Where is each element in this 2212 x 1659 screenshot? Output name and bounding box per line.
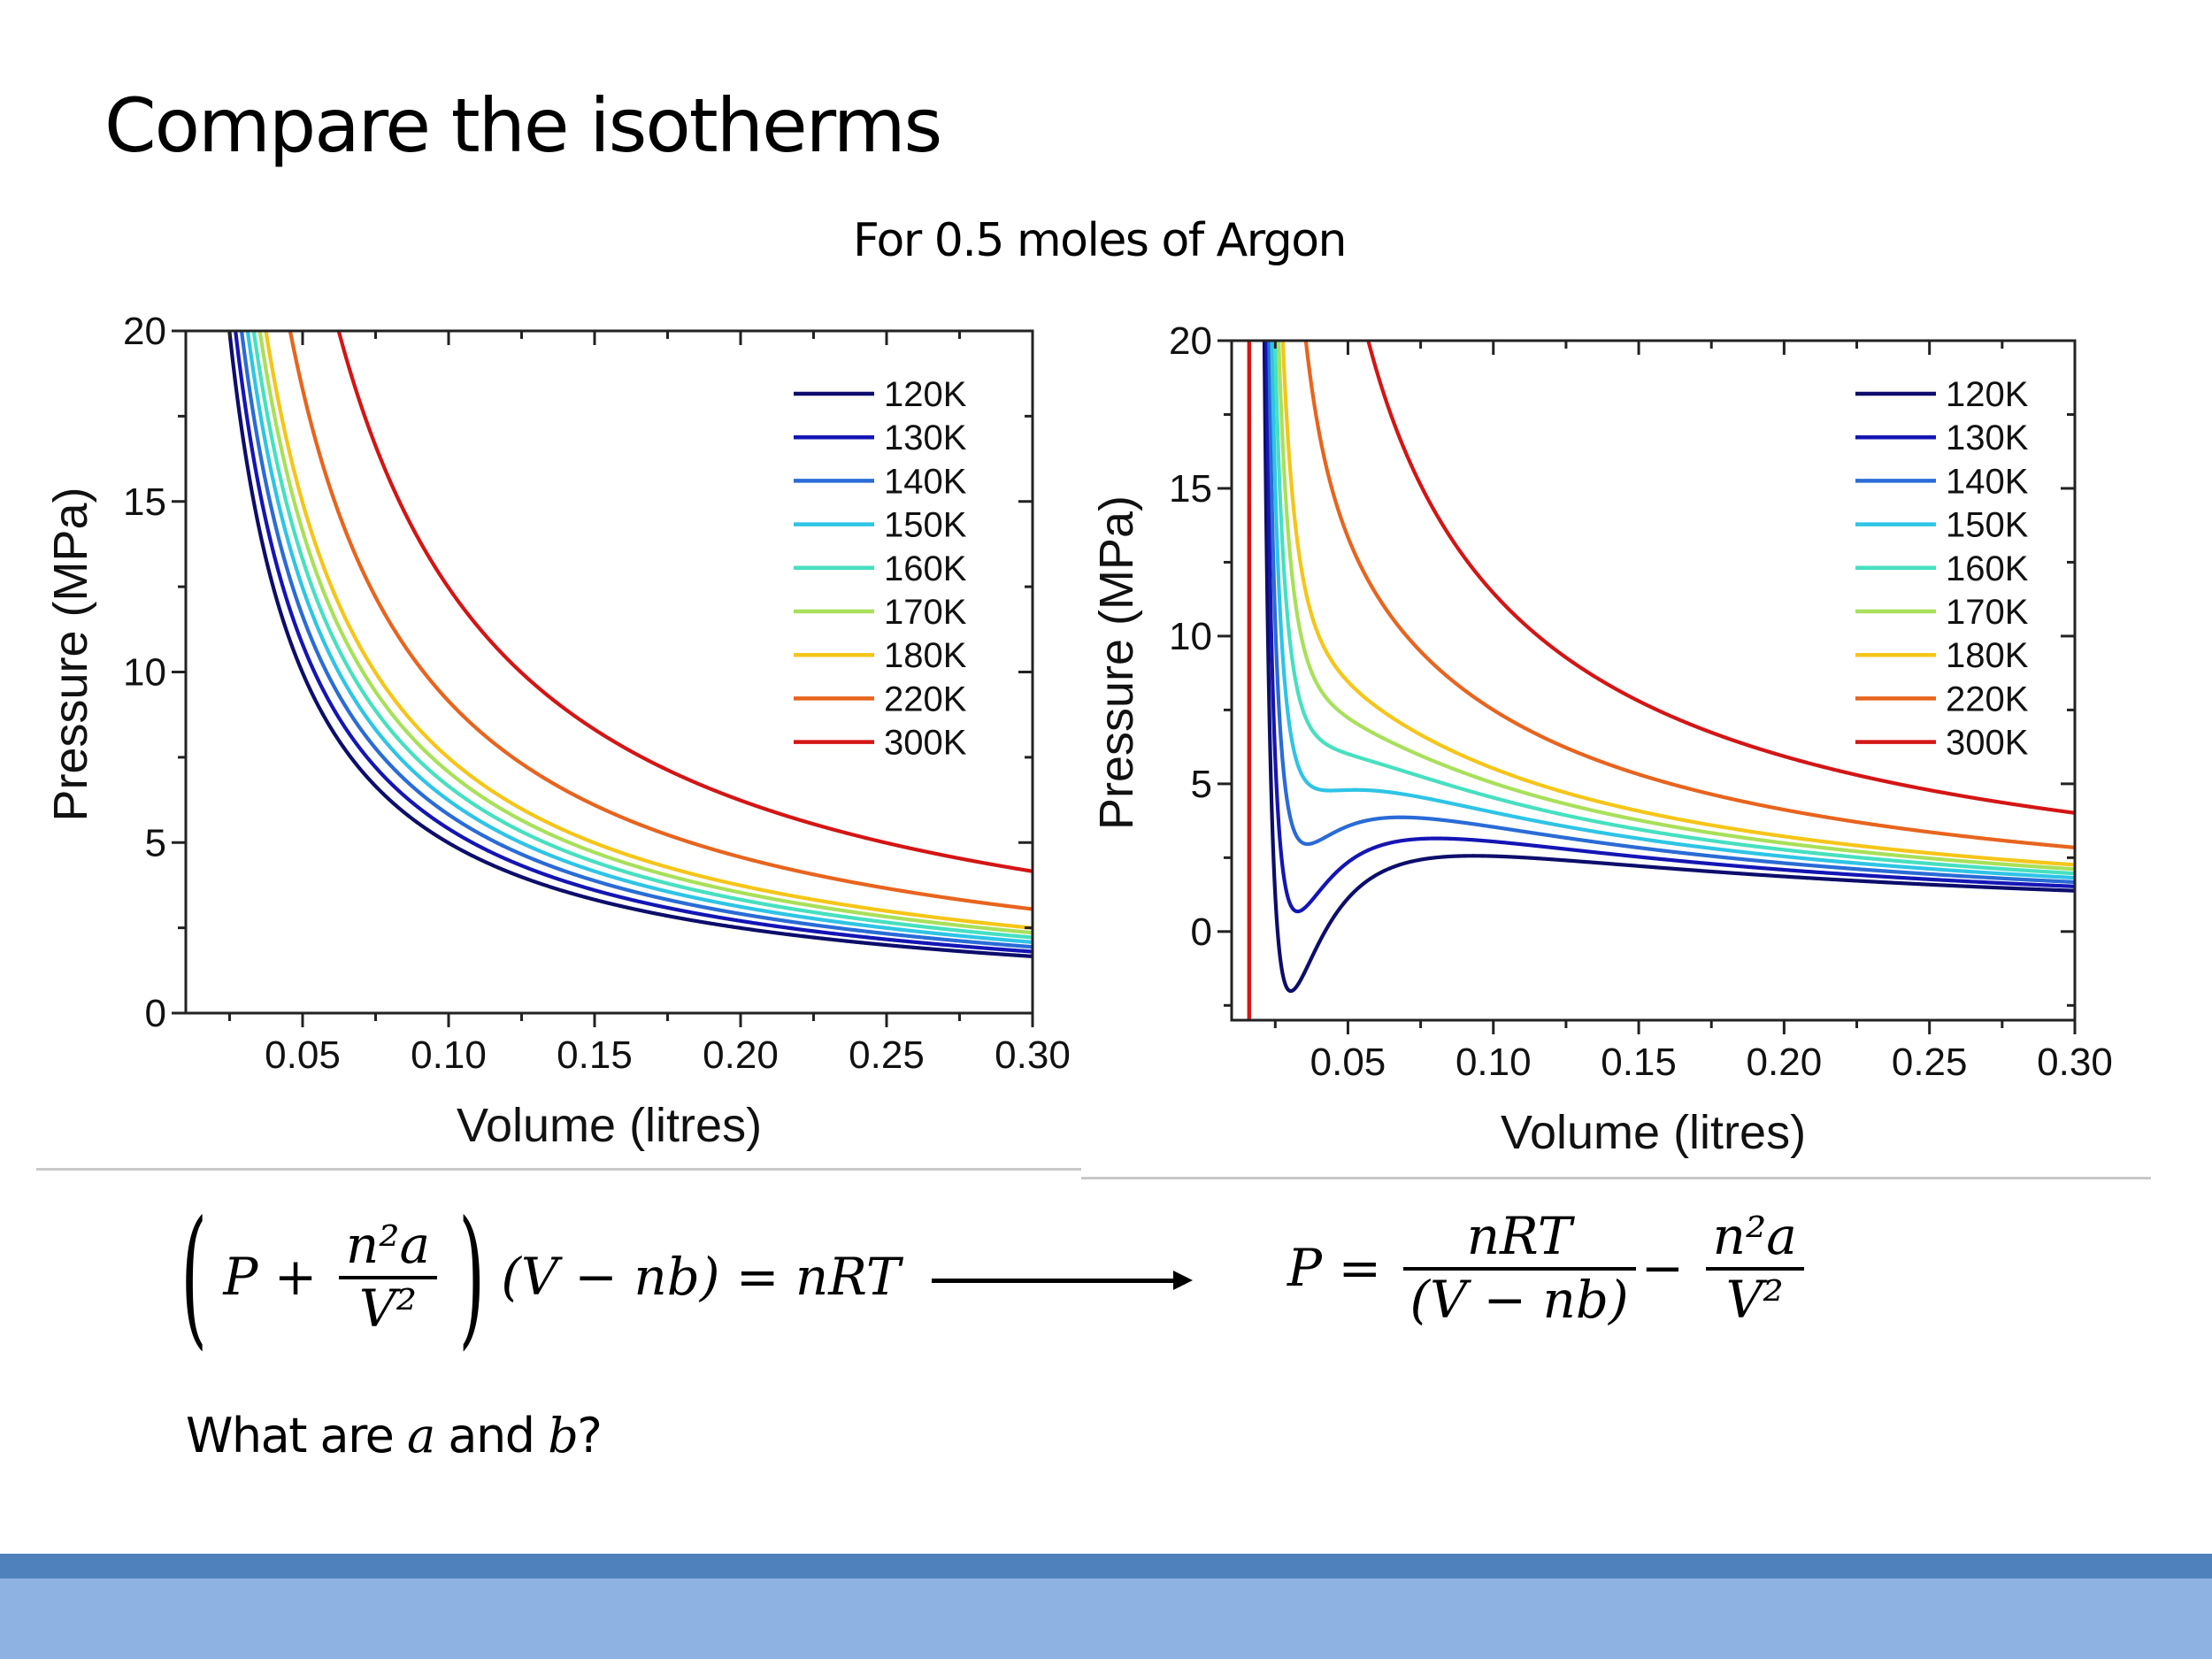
y-axis-label: Pressure (MPa): [44, 487, 97, 821]
question-text: What are a and b?: [186, 1412, 603, 1460]
legend-label: 180K: [1946, 636, 2029, 675]
eq-P: P: [223, 1247, 258, 1307]
plot-frame: [1230, 339, 2077, 1022]
x-tick-label: 0.25: [1892, 1041, 1968, 1084]
x-tick-label: 0.10: [1455, 1041, 1532, 1084]
question-mid: and: [434, 1408, 549, 1463]
series-line-120K: [1247, 341, 2075, 1020]
eq2-lhs: P =: [1287, 1238, 1382, 1298]
pressure-equation: P = nRT (V − nb) − n²a V²: [1287, 1210, 1809, 1325]
eq-plus: +: [273, 1247, 318, 1307]
y-tick-label: 15: [1169, 467, 1212, 511]
legend-label: 140K: [1946, 462, 2029, 501]
x-tick-label: 0.15: [557, 1033, 633, 1077]
series-line-140K: [1247, 341, 2075, 1020]
eq2-fraction-2: n²a V²: [1705, 1210, 1804, 1330]
x-tick-label: 0.05: [1310, 1041, 1386, 1084]
x-axis-label: Volume (litres): [457, 1099, 762, 1152]
y-tick-label: 10: [1169, 615, 1212, 658]
legend: 120K 130K 140K 150K 160K 170K 180K 220K 300K: [794, 375, 967, 763]
y-tick-label: 15: [123, 480, 166, 524]
y-tick-label: 0: [145, 992, 166, 1035]
slide-subtitle: For 0.5 moles of Argon: [853, 214, 1348, 267]
slide-title: Compare the isotherms: [104, 82, 942, 169]
x-tick-label: 0.15: [1601, 1041, 1677, 1084]
legend-label: 300K: [884, 724, 967, 763]
footer-band-dark: [0, 1554, 2212, 1578]
left-paren: (: [180, 1189, 208, 1364]
y-tick-label: 20: [123, 310, 166, 353]
eq2-minus: −: [1640, 1238, 1685, 1298]
y-tick-label: 20: [1169, 319, 1212, 363]
x-tick-label: 0.25: [849, 1033, 925, 1077]
question-prefix: What are: [186, 1408, 408, 1463]
series-line-130K: [1247, 341, 2075, 1020]
eq-frac-den: V²: [358, 1279, 417, 1339]
legend-label: 170K: [1946, 593, 2029, 632]
plot-area: [1247, 341, 2075, 1020]
series-line-170K: [1247, 341, 2075, 1020]
series-line-220K: [1247, 341, 2075, 1020]
footer-band-light: [0, 1578, 2212, 1659]
legend-label: 130K: [1946, 419, 2029, 457]
right-divider: [1081, 1177, 2151, 1179]
legend-label: 120K: [884, 375, 967, 414]
legend-label: 180K: [884, 636, 967, 675]
legend-label: 120K: [1946, 375, 2029, 414]
eq-frac-num: n²a: [338, 1219, 438, 1279]
eq2-frac2-num: n²a: [1705, 1210, 1804, 1271]
legend-label: 220K: [1946, 680, 2029, 718]
eq2-fraction-1: nRT (V − nb): [1402, 1210, 1636, 1330]
y-axis-label: Pressure (MPa): [1090, 495, 1143, 830]
series-line-150K: [1247, 341, 2075, 1020]
y-tick-label: 0: [1191, 910, 1212, 954]
question-suffix: ?: [577, 1408, 603, 1463]
legend-label: 220K: [884, 680, 967, 718]
legend-label: 160K: [884, 549, 967, 588]
question-var-a: a: [407, 1408, 435, 1463]
legend-label: 300K: [1946, 724, 2029, 763]
plot-frame: [184, 329, 1034, 1015]
x-tick-label: 0.10: [411, 1033, 487, 1077]
legend-label: 170K: [884, 593, 967, 632]
right-arrow-icon: [932, 1271, 1193, 1290]
legend-label: 140K: [884, 462, 967, 501]
eq2-frac1-den: (V − nb): [1409, 1270, 1629, 1330]
legend-label: 160K: [1946, 549, 2029, 588]
legend-label: 150K: [1946, 506, 2029, 545]
legend-label: 150K: [884, 506, 967, 545]
x-tick-label: 0.20: [1747, 1041, 1823, 1084]
y-tick-label: 5: [1191, 763, 1212, 806]
right-paren: ): [458, 1189, 486, 1364]
series-line-300K: [1247, 341, 2075, 1020]
x-axis-label: Volume (litres): [1501, 1106, 1806, 1159]
x-tick-label: 0.05: [265, 1033, 341, 1077]
series-line-160K: [1247, 341, 2075, 1020]
legend: 120K 130K 140K 150K 160K 170K 180K 220K 300K: [1855, 375, 2029, 763]
eq2-frac1-num: nRT: [1402, 1210, 1636, 1271]
x-tick-label: 0.20: [703, 1033, 779, 1077]
eq2-frac2-den: V²: [1725, 1270, 1784, 1330]
y-tick-label: 10: [123, 651, 166, 695]
x-tick-label: 0.30: [995, 1033, 1071, 1077]
legend-label: 130K: [884, 419, 967, 457]
series-line-180K: [1247, 341, 2075, 1020]
y-tick-label: 5: [145, 821, 166, 864]
question-var-b: b: [548, 1408, 579, 1463]
left-divider: [36, 1168, 1081, 1171]
eq-rest: (V − nb) = nRT: [501, 1247, 901, 1307]
x-tick-label: 0.30: [2037, 1041, 2113, 1084]
vdw-equation: (P + n²a V² ) (V − nb) = nRT: [165, 1189, 901, 1364]
eq-fraction: n²a V²: [338, 1219, 438, 1339]
